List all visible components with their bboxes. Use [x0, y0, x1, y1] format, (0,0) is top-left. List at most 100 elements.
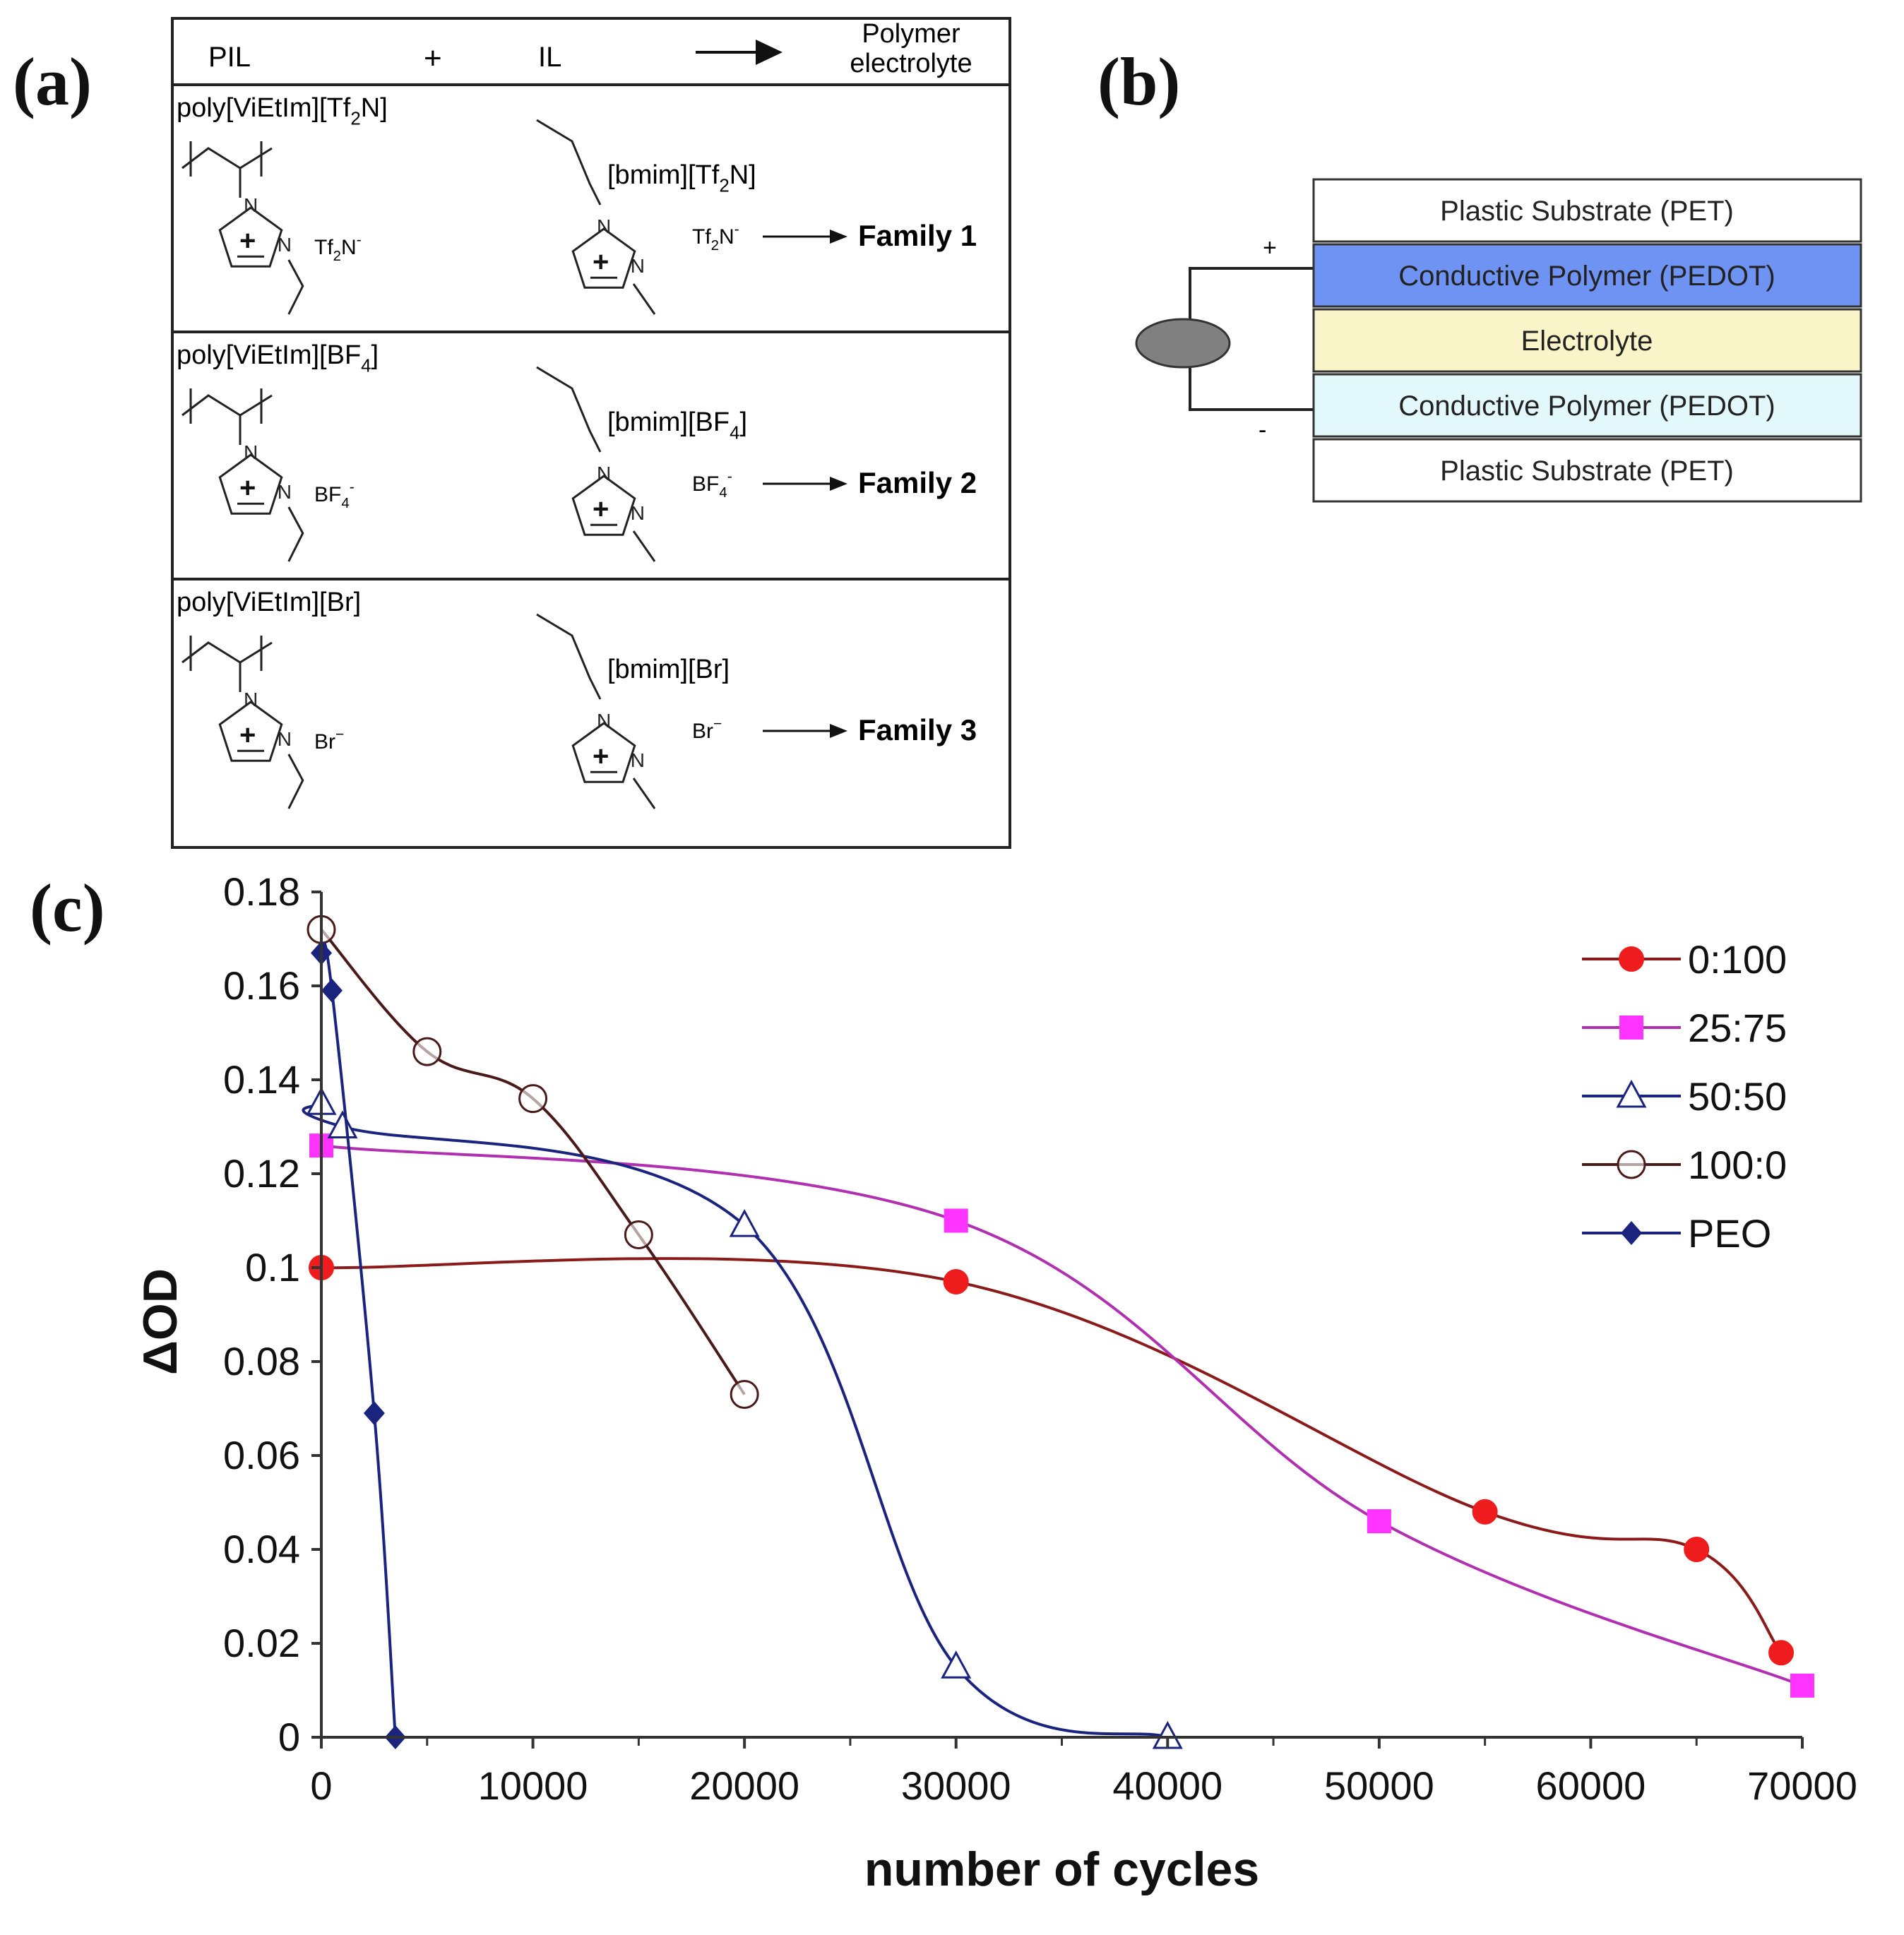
- il-name: [bmim][Tf2N]: [607, 160, 756, 196]
- device-schematic: + - Plastic Substrate (PET) Conductive Po…: [1135, 178, 1862, 503]
- data-point: [729, 1209, 760, 1237]
- methyl-group: [632, 778, 656, 809]
- x-tick-label: 10000: [478, 1763, 588, 1808]
- ethyl-chain: [287, 754, 304, 809]
- x-tick-label: 50000: [1324, 1763, 1434, 1808]
- ethyl-chain: [287, 259, 304, 315]
- imidazolium-ring: NN +: [218, 194, 292, 268]
- butyl-chain: [536, 119, 602, 206]
- panel-label-a: (a): [13, 44, 92, 119]
- layer-label: Plastic Substrate (PET): [1440, 196, 1734, 227]
- y-tick-label: 0.12: [223, 1151, 300, 1196]
- data-point: [1472, 1499, 1498, 1525]
- ethyl-chain: [287, 506, 304, 562]
- legend-marker: [1617, 1150, 1646, 1179]
- data-point: [1768, 1640, 1795, 1666]
- nitrogen-label: N: [244, 441, 258, 463]
- nitrogen-label: N: [597, 710, 611, 732]
- layer-label: Conductive Polymer (PEDOT): [1398, 391, 1775, 422]
- charge-plus: +: [239, 720, 256, 751]
- x-axis-label: number of cycles: [864, 1842, 1259, 1896]
- nitrogen-label: N: [244, 689, 258, 710]
- chemistry-scheme: PIL + IL Polymer electrolyte poly[ViEtIm…: [171, 17, 1011, 849]
- data-point: [327, 1110, 358, 1138]
- legend-item: 100:0: [1582, 1143, 1787, 1187]
- data-point: [321, 978, 343, 1003]
- il-anion: Tf2N-: [692, 222, 739, 254]
- legend-item: 25:75: [1582, 1006, 1787, 1050]
- legend-item: 0:100: [1582, 937, 1787, 982]
- scheme-row-1: poly[ViEtIm][Tf2N]NN+ Tf2N-[bmim][Tf2N]NN…: [177, 93, 977, 315]
- y-tick-label: 0.16: [223, 963, 300, 1008]
- family-label: Family 3: [858, 713, 977, 746]
- legend-marker: [1619, 1016, 1643, 1040]
- data-point: [518, 1084, 548, 1114]
- device-layer-3: Electrolyte: [1312, 308, 1862, 373]
- butyl-chain: [536, 366, 602, 453]
- device-layer-5: Plastic Substrate (PET): [1312, 438, 1862, 503]
- charge-plus: +: [239, 225, 256, 256]
- layer-label: Electrolyte: [1521, 326, 1653, 357]
- family-label: Family 1: [858, 219, 977, 252]
- device-layer-1: Plastic Substrate (PET): [1312, 178, 1862, 243]
- legend-item: 50:50: [1582, 1074, 1787, 1119]
- legend-label: 0:100: [1688, 937, 1787, 982]
- wire-bottom: [1189, 367, 1314, 411]
- imidazolium-ring: NN +: [571, 215, 645, 289]
- x-tick-label: 0: [310, 1763, 332, 1808]
- device-layer-2: Conductive Polymer (PEDOT): [1312, 243, 1862, 308]
- pil-name: poly[ViEtIm][Tf2N]: [177, 93, 388, 129]
- family-arrow: [763, 724, 847, 738]
- charge-plus: +: [593, 494, 609, 525]
- pil-anion: Br−: [314, 727, 344, 754]
- header-product-line2: electrolyte: [850, 49, 972, 78]
- legend-label: 25:75: [1688, 1006, 1787, 1050]
- nitrogen-label: N: [244, 194, 258, 216]
- scheme-row-3: poly[ViEtIm][Br]NN+ Br−[bmim][Br]NN+Br− Fa…: [177, 588, 977, 809]
- nitrogen-label: N: [597, 463, 611, 484]
- family-arrow: [763, 230, 847, 244]
- y-tick-label: 0.1: [245, 1245, 300, 1290]
- il-anion: BF4-: [692, 469, 732, 501]
- layer-box: [1312, 438, 1862, 503]
- data-point: [1790, 1673, 1814, 1698]
- legend-label: 50:50: [1688, 1074, 1787, 1119]
- layer-box: [1312, 243, 1862, 308]
- wire-top: [1189, 267, 1314, 328]
- butyl-chain: [536, 613, 602, 700]
- series-line: [320, 941, 397, 1738]
- methyl-group: [632, 530, 656, 562]
- nitrogen-label: N: [278, 234, 292, 256]
- il-anion: Br−: [692, 716, 722, 744]
- y-tick-label: 0.08: [223, 1339, 300, 1383]
- nitrogen-label: N: [278, 728, 292, 750]
- il-name: [bmim][BF4]: [607, 407, 747, 443]
- y-tick-label: 0.04: [223, 1527, 300, 1571]
- nitrogen-label: N: [631, 255, 645, 277]
- nitrogen-label: N: [631, 502, 645, 524]
- series-50-50: [302, 1087, 1183, 1749]
- series-line: [321, 1144, 1803, 1687]
- panel-label-b: (b): [1097, 44, 1181, 119]
- layer-label: Conductive Polymer (PEDOT): [1398, 261, 1775, 292]
- data-point: [944, 1208, 968, 1233]
- y-axis-label: ΔOD: [133, 1268, 187, 1375]
- header-pil: PIL: [208, 42, 251, 73]
- data-point: [363, 1401, 385, 1426]
- family-arrow: [763, 477, 847, 491]
- x-tick-label: 30000: [901, 1763, 1011, 1808]
- nitrogen-label: N: [278, 481, 292, 503]
- series-line: [321, 1257, 1783, 1654]
- layer-box: [1312, 308, 1862, 373]
- nitrogen-label: N: [597, 215, 611, 237]
- imidazolium-ring: NN +: [571, 710, 645, 783]
- family-label: Family 2: [858, 466, 977, 499]
- plus-terminal-label: +: [1263, 234, 1277, 261]
- x-tick-label: 70000: [1747, 1763, 1857, 1808]
- charge-plus: +: [593, 741, 609, 772]
- data-point: [1367, 1509, 1391, 1534]
- header-arrow: [696, 40, 783, 65]
- polymer-backbone: [182, 388, 273, 445]
- scheme-row-2: poly[ViEtIm][BF4]NN+ BF4-[bmim][BF4]NN+BF…: [177, 340, 977, 562]
- y-tick-label: 0.06: [223, 1433, 300, 1477]
